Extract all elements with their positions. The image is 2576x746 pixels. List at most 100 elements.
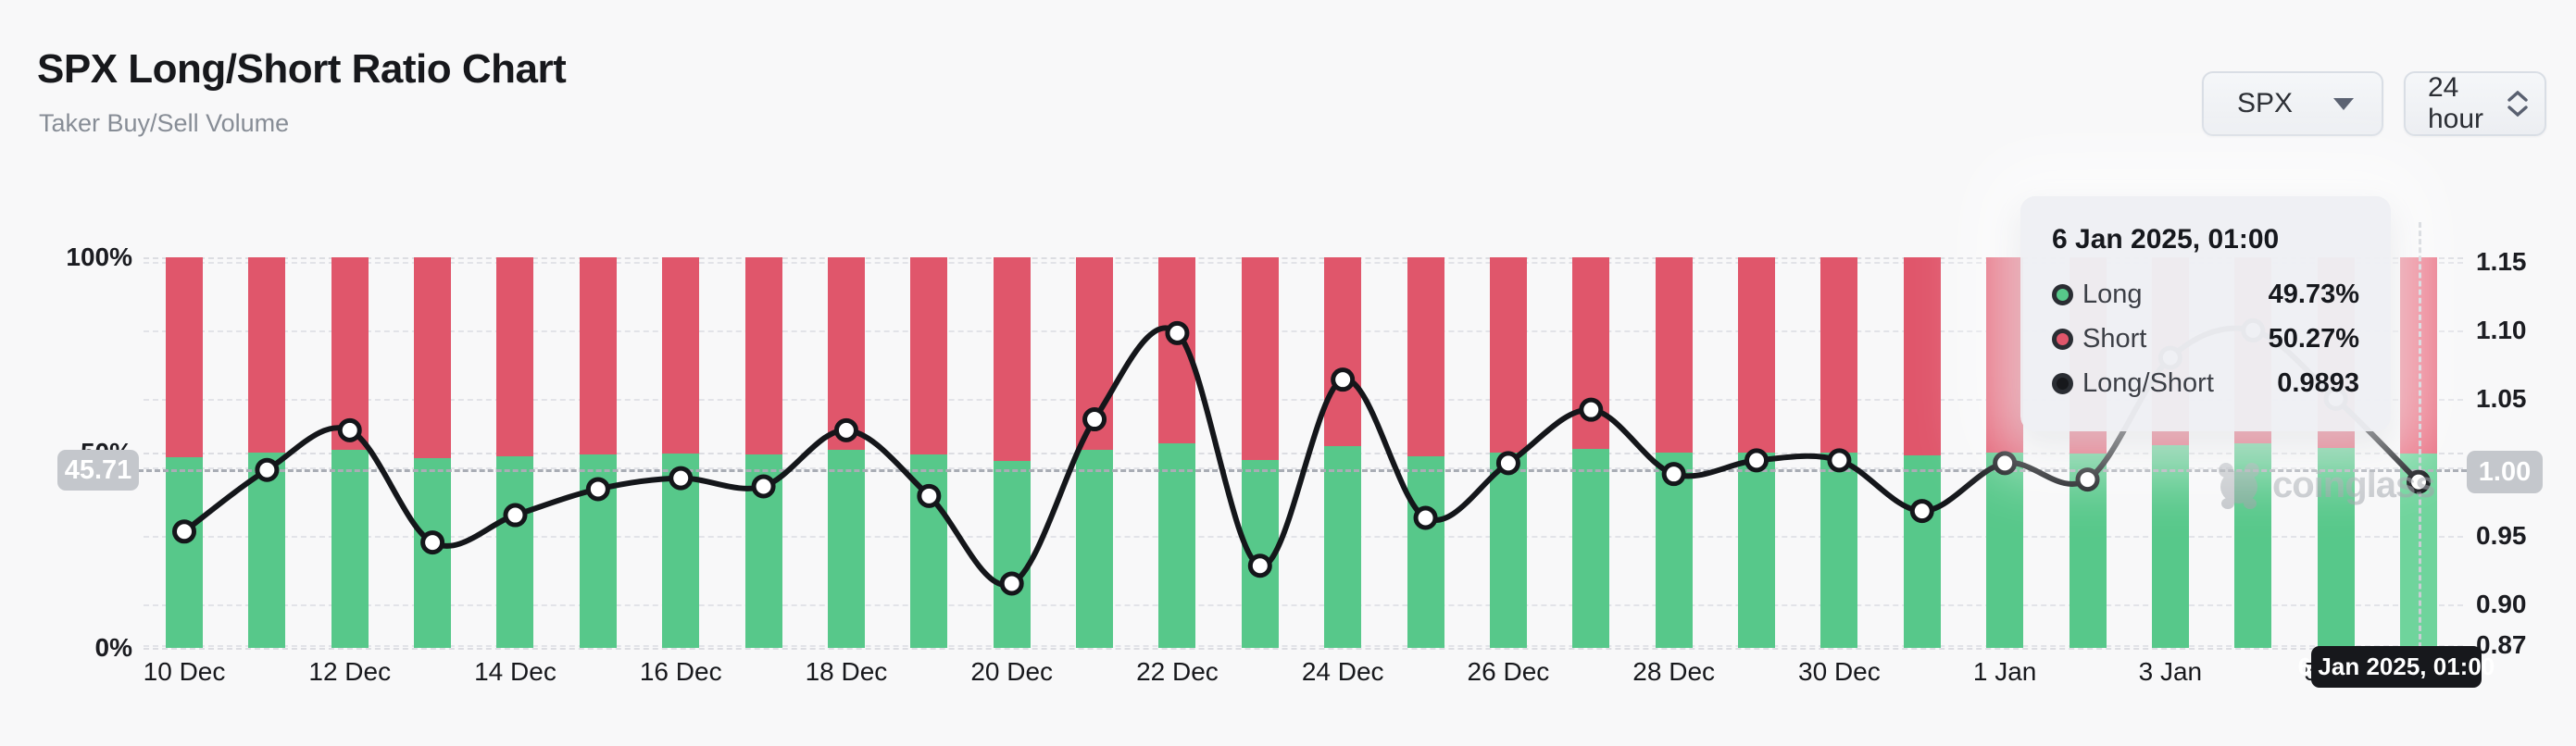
ratio-point-21-dec[interactable]	[1082, 407, 1107, 432]
bar-26-dec[interactable]	[1489, 257, 1527, 648]
tooltip-title: 6 Jan 2025, 01:00	[2052, 224, 2280, 255]
bar-16-dec[interactable]	[662, 257, 700, 648]
tooltip-series-value: 49.73%	[2268, 280, 2359, 309]
ratio-point-26-dec[interactable]	[1495, 451, 1520, 476]
ratio-point-1-jan[interactable]	[1993, 451, 2018, 476]
ratio-point-23-dec[interactable]	[1247, 553, 1272, 578]
x-axis-tick-18-dec: 18 Dec	[805, 657, 888, 686]
up-down-spinner-icon	[2507, 91, 2528, 117]
ratio-point-2-jan[interactable]	[2075, 467, 2100, 492]
ratio-point-25-dec[interactable]	[1413, 505, 1438, 530]
ratio-point-12-dec[interactable]	[337, 417, 362, 442]
ratio-point-16-dec[interactable]	[669, 466, 694, 491]
bar-13-dec[interactable]	[414, 257, 452, 648]
ratio-point-14-dec[interactable]	[503, 503, 528, 528]
long-segment	[1986, 452, 2024, 648]
bar-28-dec[interactable]	[1655, 257, 1693, 648]
gridline-right-axis	[144, 535, 2463, 538]
tooltip-row-short: Short 50.27%	[2052, 324, 2359, 354]
right-axis-tick: 1.05	[2476, 383, 2527, 413]
long-segment	[166, 457, 203, 648]
ratio-point-30-dec[interactable]	[1827, 448, 1852, 473]
ratio-point-6-jan[interactable]	[2406, 469, 2431, 494]
ratio-point-29-dec[interactable]	[1744, 448, 1769, 473]
long-short-ratio-line	[182, 325, 2421, 588]
left-axis-tick: 0%	[94, 633, 132, 662]
bar-20-dec[interactable]	[993, 257, 1031, 648]
ratio-point-15-dec[interactable]	[585, 477, 610, 502]
long-segment	[1820, 452, 1858, 648]
x-axis-tick-12-dec: 12 Dec	[308, 657, 392, 686]
ratio-point-18-dec[interactable]	[833, 417, 858, 442]
ratio-point-27-dec[interactable]	[1579, 397, 1604, 422]
gridline-right-axis	[144, 645, 2463, 647]
short-segment	[1655, 257, 1693, 454]
tooltip-series-value: 50.27%	[2268, 324, 2359, 354]
bar-31-dec[interactable]	[1903, 257, 1941, 648]
right-axis-tick: 0.90	[2476, 589, 2527, 618]
crosshair-right-value-badge: 1.00	[2467, 451, 2543, 493]
long-segment	[827, 450, 865, 648]
long-segment	[993, 461, 1031, 648]
x-axis-tick-1-jan: 1 Jan	[1972, 657, 2037, 686]
crosshair-date-badge: 6 Jan 2025, 01:00	[2298, 646, 2495, 688]
series-dot-icon	[2052, 329, 2073, 350]
ratio-point-19-dec[interactable]	[917, 483, 942, 508]
ratio-point-20-dec[interactable]	[999, 571, 1024, 596]
ratio-point-10-dec[interactable]	[172, 519, 196, 544]
bar-1-jan[interactable]	[1986, 257, 2024, 648]
short-segment	[1489, 257, 1527, 453]
bar-29-dec[interactable]	[1738, 257, 1776, 648]
bar-12-dec[interactable]	[331, 257, 369, 648]
tooltip-series-label: Long	[2082, 280, 2143, 309]
ratio-point-13-dec[interactable]	[420, 530, 445, 555]
gridline-left-axis	[144, 453, 2463, 454]
gridline-left-axis	[144, 257, 2463, 259]
ratio-point-17-dec[interactable]	[751, 474, 776, 499]
bar-24-dec[interactable]	[1324, 257, 1362, 648]
short-segment	[910, 257, 948, 455]
bar-18-dec[interactable]	[827, 257, 865, 648]
bar-23-dec[interactable]	[1241, 257, 1279, 648]
ratio-point-31-dec[interactable]	[1909, 499, 1934, 524]
ratio-point-11-dec[interactable]	[255, 457, 280, 482]
symbol-dropdown[interactable]: SPX	[2202, 71, 2383, 136]
long-segment	[1489, 452, 1527, 648]
short-segment	[496, 257, 534, 456]
gridline-right-axis	[144, 398, 2463, 401]
bar-11-dec[interactable]	[248, 257, 286, 648]
bar-14-dec[interactable]	[496, 257, 534, 648]
x-axis-tick-10-dec: 10 Dec	[143, 657, 226, 686]
short-segment	[662, 257, 700, 454]
bar-10-dec[interactable]	[166, 257, 203, 648]
short-segment	[414, 257, 452, 458]
bar-30-dec[interactable]	[1820, 257, 1858, 648]
ratio-point-22-dec[interactable]	[1165, 320, 1190, 345]
short-segment	[1738, 257, 1776, 453]
short-segment	[1986, 257, 2024, 453]
bar-25-dec[interactable]	[1407, 257, 1444, 648]
tooltip-series-label: Long/Short	[2082, 368, 2214, 398]
short-segment	[1241, 257, 1279, 461]
long-segment	[2317, 447, 2355, 648]
gridline-right-axis	[144, 329, 2463, 332]
long-segment	[1158, 443, 1196, 648]
interval-dropdown[interactable]: 24 hour	[2404, 71, 2546, 136]
gridline-right-axis	[144, 603, 2463, 606]
tooltip-row-long-short: Long/Short 0.9893	[2052, 368, 2359, 399]
tooltip-series-label: Short	[2082, 324, 2147, 354]
short-segment	[1903, 257, 1941, 456]
short-segment	[1324, 257, 1362, 447]
short-segment	[1820, 257, 1858, 453]
hover-tooltip: 6 Jan 2025, 01:00 Long 49.73% Short 50.27% L…	[2020, 196, 2391, 431]
page-subtitle: Taker Buy/Sell Volume	[39, 109, 290, 137]
x-axis-tick-3-jan: 3 Jan	[2138, 657, 2203, 686]
short-segment	[331, 257, 369, 451]
long-segment	[1076, 449, 1114, 648]
long-segment	[331, 450, 369, 648]
ratio-point-28-dec[interactable]	[1661, 462, 1686, 487]
ratio-point-24-dec[interactable]	[1331, 367, 1356, 392]
x-axis-tick-20-dec: 20 Dec	[970, 657, 1054, 686]
long-segment	[1572, 448, 1610, 648]
